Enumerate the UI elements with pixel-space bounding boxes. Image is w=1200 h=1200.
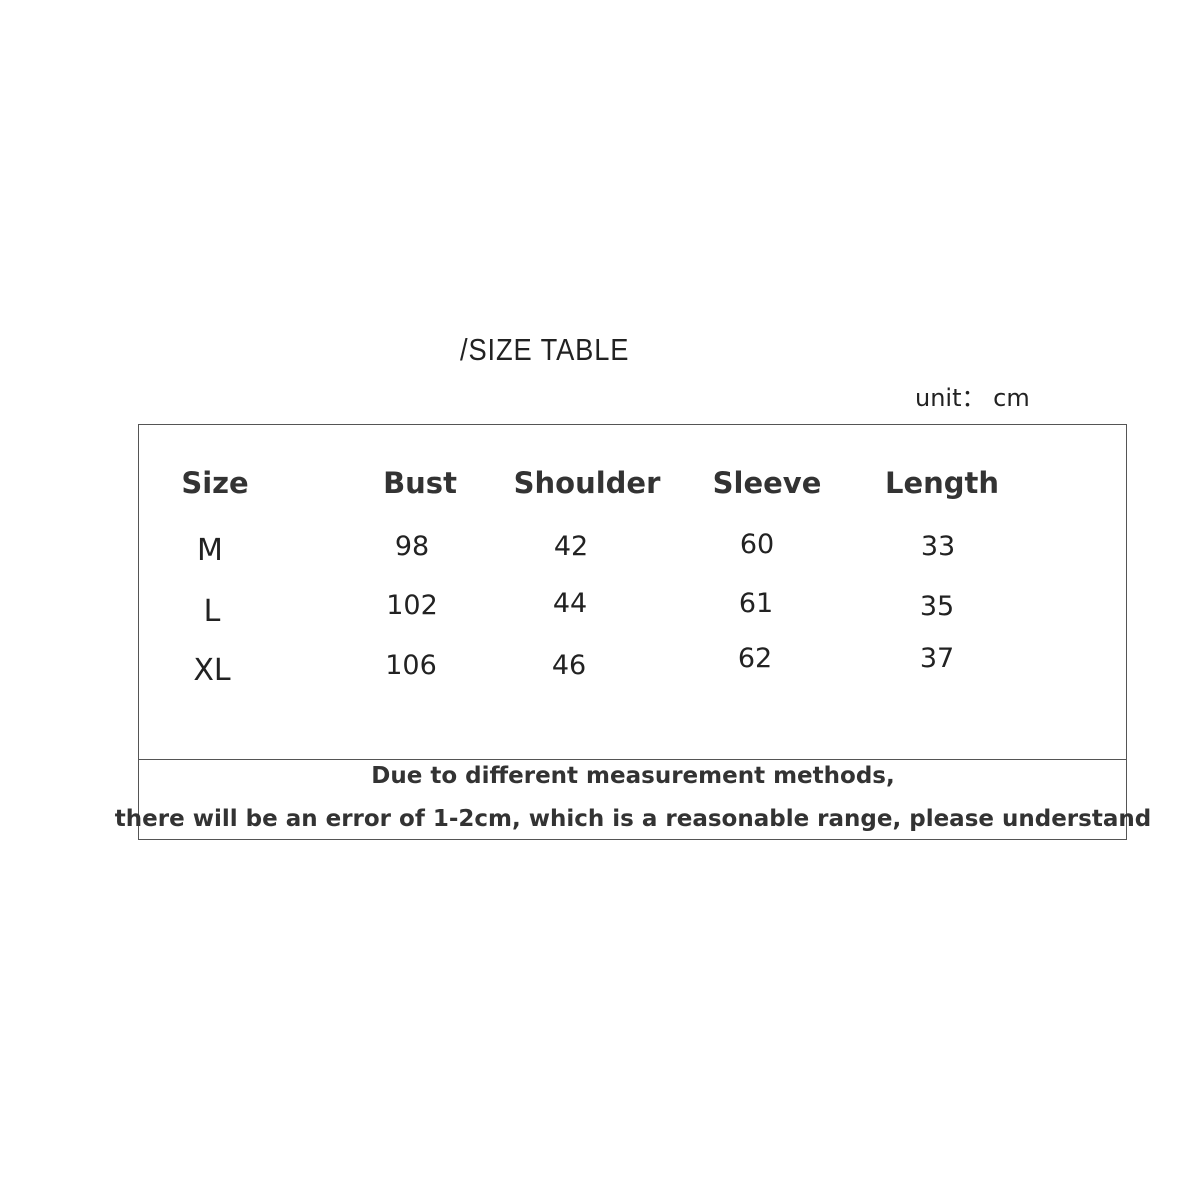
cell-sleeve: 60 <box>739 529 775 560</box>
cell-length: 33 <box>920 531 956 562</box>
cell-size: L <box>203 594 221 629</box>
cell-sleeve: 62 <box>737 643 773 674</box>
note-line-1: Due to different measurement methods, <box>371 763 895 789</box>
cell-length: 37 <box>919 643 955 674</box>
header-sleeve: Sleeve <box>712 466 822 500</box>
cell-shoulder: 44 <box>552 588 588 619</box>
cell-bust: 106 <box>385 650 437 681</box>
cell-bust: 98 <box>394 531 430 562</box>
cell-shoulder: 42 <box>553 531 589 562</box>
header-length: Length <box>884 466 1000 500</box>
cell-sleeve: 61 <box>738 588 774 619</box>
cell-shoulder: 46 <box>551 650 587 681</box>
page-title: /SIZE TABLE <box>460 332 630 367</box>
size-table <box>138 424 1127 840</box>
cell-length: 35 <box>919 591 955 622</box>
table-divider <box>138 759 1127 760</box>
unit-label: unit： cm <box>915 384 1030 412</box>
cell-bust: 102 <box>386 590 438 621</box>
header-size: Size <box>181 466 249 500</box>
header-shoulder: Shoulder <box>513 466 661 500</box>
note-line-2: there will be an error of 1-2cm, which i… <box>114 806 1152 832</box>
header-bust: Bust <box>383 466 457 500</box>
cell-size: M <box>197 533 223 568</box>
cell-size: XL <box>193 653 231 688</box>
